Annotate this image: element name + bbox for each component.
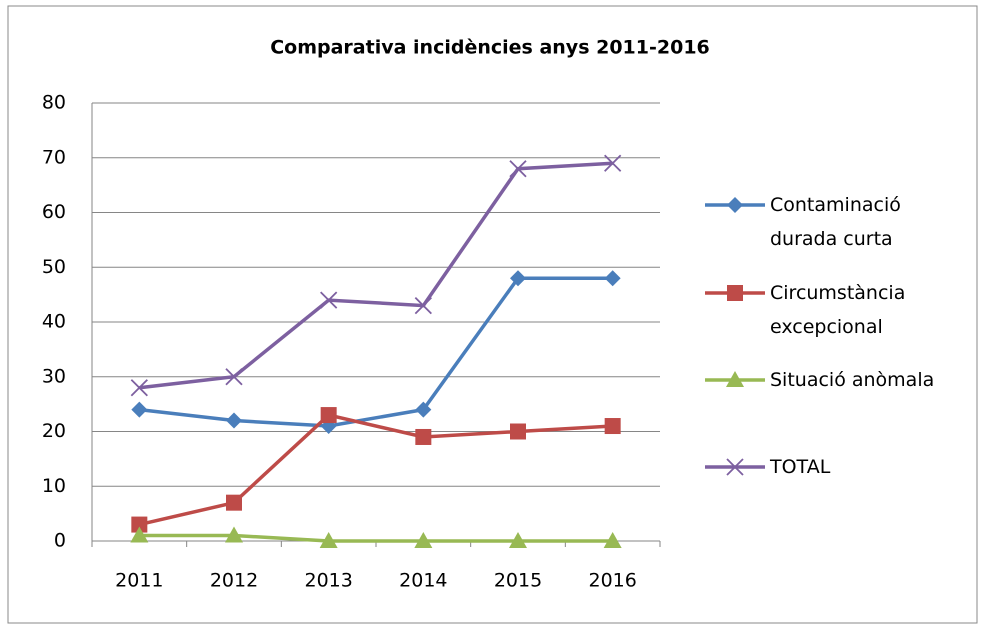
x-tick-label: 2012 bbox=[210, 570, 258, 592]
marker bbox=[225, 368, 243, 386]
marker bbox=[510, 270, 526, 287]
marker bbox=[414, 532, 433, 548]
marker bbox=[226, 412, 242, 429]
y-tick-label: 80 bbox=[42, 92, 66, 114]
marker bbox=[131, 401, 148, 418]
y-tick-label: 50 bbox=[42, 256, 66, 278]
series-line bbox=[138, 413, 613, 527]
marker bbox=[319, 532, 338, 548]
series-line bbox=[139, 276, 613, 428]
x-tick-label: 2011 bbox=[115, 570, 163, 592]
y-tick-label: 70 bbox=[42, 146, 66, 168]
marker bbox=[726, 458, 744, 476]
marker bbox=[320, 291, 338, 309]
marker bbox=[510, 423, 526, 440]
marker bbox=[415, 428, 432, 445]
y-tick-label: 60 bbox=[42, 201, 66, 223]
x-tick-label: 2013 bbox=[304, 570, 352, 592]
legend-label: Situació anòmala bbox=[770, 369, 935, 391]
marker bbox=[726, 371, 744, 387]
marker bbox=[603, 532, 622, 548]
marker bbox=[509, 532, 527, 548]
marker bbox=[509, 160, 527, 178]
marker bbox=[320, 407, 337, 424]
series-line bbox=[139, 161, 613, 390]
marker bbox=[414, 296, 432, 315]
series-line bbox=[139, 533, 613, 543]
marker bbox=[727, 197, 743, 213]
marker bbox=[604, 154, 622, 172]
marker bbox=[226, 494, 242, 511]
legend-label: Circumstància excepcional bbox=[770, 282, 906, 338]
marker bbox=[604, 418, 621, 435]
y-tick-label: 20 bbox=[42, 420, 66, 442]
x-tick-label: 2015 bbox=[494, 570, 542, 592]
marker bbox=[225, 526, 243, 543]
x-tick-label: 2014 bbox=[399, 570, 447, 592]
y-tick-label: 0 bbox=[54, 530, 66, 552]
legend-label: TOTAL bbox=[770, 456, 831, 478]
y-tick-label: 30 bbox=[42, 365, 66, 387]
marker bbox=[130, 526, 149, 543]
y-tick-label: 10 bbox=[42, 475, 66, 497]
x-tick-label: 2016 bbox=[588, 570, 636, 592]
marker bbox=[604, 270, 621, 287]
y-tick-label: 40 bbox=[42, 311, 66, 333]
legend-label: Contaminació durada curta bbox=[770, 194, 901, 250]
marker bbox=[727, 285, 743, 301]
chart-title: Comparativa incidències anys 2011-2016 bbox=[270, 37, 710, 59]
marker bbox=[130, 379, 148, 397]
marker bbox=[415, 401, 432, 418]
marker bbox=[131, 516, 148, 533]
